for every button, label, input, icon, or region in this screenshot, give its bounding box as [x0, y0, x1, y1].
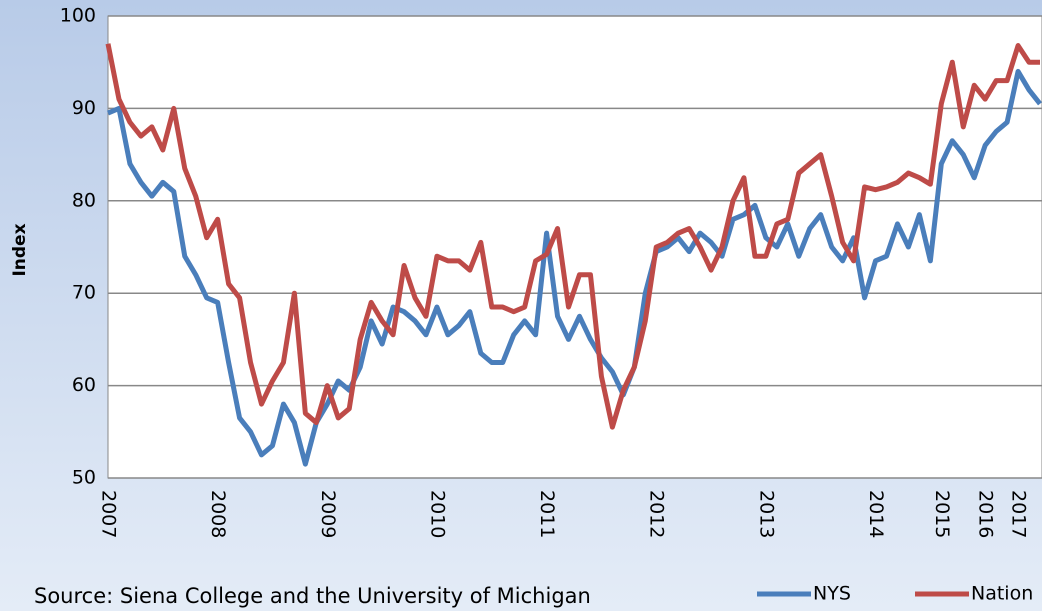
y-tick-label: 80 [72, 189, 96, 211]
x-tick-label: 2009 [317, 490, 339, 538]
x-tick-label: 2015 [931, 490, 953, 538]
source-note: Source: Siena College and the University… [34, 584, 591, 608]
y-tick-label: 60 [72, 374, 96, 396]
x-tick-label: 2016 [975, 490, 997, 538]
y-tick-label: 100 [60, 5, 96, 27]
x-tick-label: 2007 [98, 490, 120, 538]
x-tick-label: 2011 [536, 490, 558, 538]
x-tick-label: 2008 [207, 490, 229, 538]
legend-label: Nation [971, 583, 1033, 605]
plot-area [107, 15, 1042, 479]
x-tick-label: 2014 [865, 490, 887, 538]
x-tick-label: 2010 [426, 490, 448, 538]
y-tick-label: 90 [72, 97, 96, 119]
line-series [107, 68, 1042, 467]
y-tick-label: 70 [72, 282, 96, 304]
x-tick-label: 2012 [646, 490, 668, 538]
legend-label: NYS [813, 583, 851, 605]
x-tick-label: 2017 [1008, 490, 1030, 538]
x-tick-label: 2013 [755, 490, 777, 538]
line-series [105, 43, 1040, 430]
y-tick-label: 50 [72, 467, 96, 489]
y-axis-label: Index [10, 223, 30, 276]
